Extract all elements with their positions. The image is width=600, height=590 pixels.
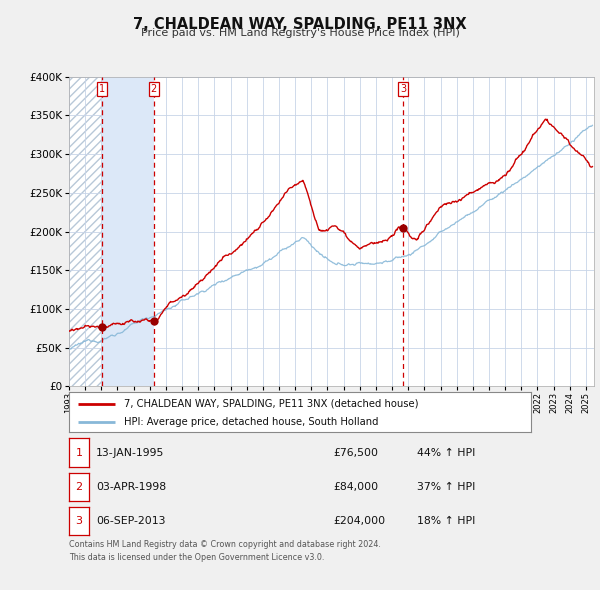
- Text: 18% ↑ HPI: 18% ↑ HPI: [417, 516, 475, 526]
- Text: HPI: Average price, detached house, South Holland: HPI: Average price, detached house, Sout…: [124, 418, 379, 427]
- Text: 06-SEP-2013: 06-SEP-2013: [96, 516, 166, 526]
- Text: Contains HM Land Registry data © Crown copyright and database right 2024.: Contains HM Land Registry data © Crown c…: [69, 540, 381, 549]
- Text: 2: 2: [76, 482, 82, 491]
- Text: 44% ↑ HPI: 44% ↑ HPI: [417, 448, 475, 457]
- Text: 3: 3: [400, 84, 406, 94]
- Text: 7, CHALDEAN WAY, SPALDING, PE11 3NX: 7, CHALDEAN WAY, SPALDING, PE11 3NX: [133, 17, 467, 31]
- Text: 1: 1: [99, 84, 105, 94]
- Text: 13-JAN-1995: 13-JAN-1995: [96, 448, 164, 457]
- Text: Price paid vs. HM Land Registry's House Price Index (HPI): Price paid vs. HM Land Registry's House …: [140, 28, 460, 38]
- Text: £76,500: £76,500: [333, 448, 378, 457]
- Text: This data is licensed under the Open Government Licence v3.0.: This data is licensed under the Open Gov…: [69, 553, 325, 562]
- Text: £84,000: £84,000: [333, 482, 378, 491]
- Text: 7, CHALDEAN WAY, SPALDING, PE11 3NX (detached house): 7, CHALDEAN WAY, SPALDING, PE11 3NX (det…: [124, 399, 419, 409]
- Text: 3: 3: [76, 516, 82, 526]
- Text: £204,000: £204,000: [333, 516, 385, 526]
- Bar: [102, 77, 154, 386]
- Text: 37% ↑ HPI: 37% ↑ HPI: [417, 482, 475, 491]
- Bar: [69, 77, 102, 386]
- Text: 03-APR-1998: 03-APR-1998: [96, 482, 166, 491]
- Text: 2: 2: [151, 84, 157, 94]
- Text: 1: 1: [76, 448, 82, 457]
